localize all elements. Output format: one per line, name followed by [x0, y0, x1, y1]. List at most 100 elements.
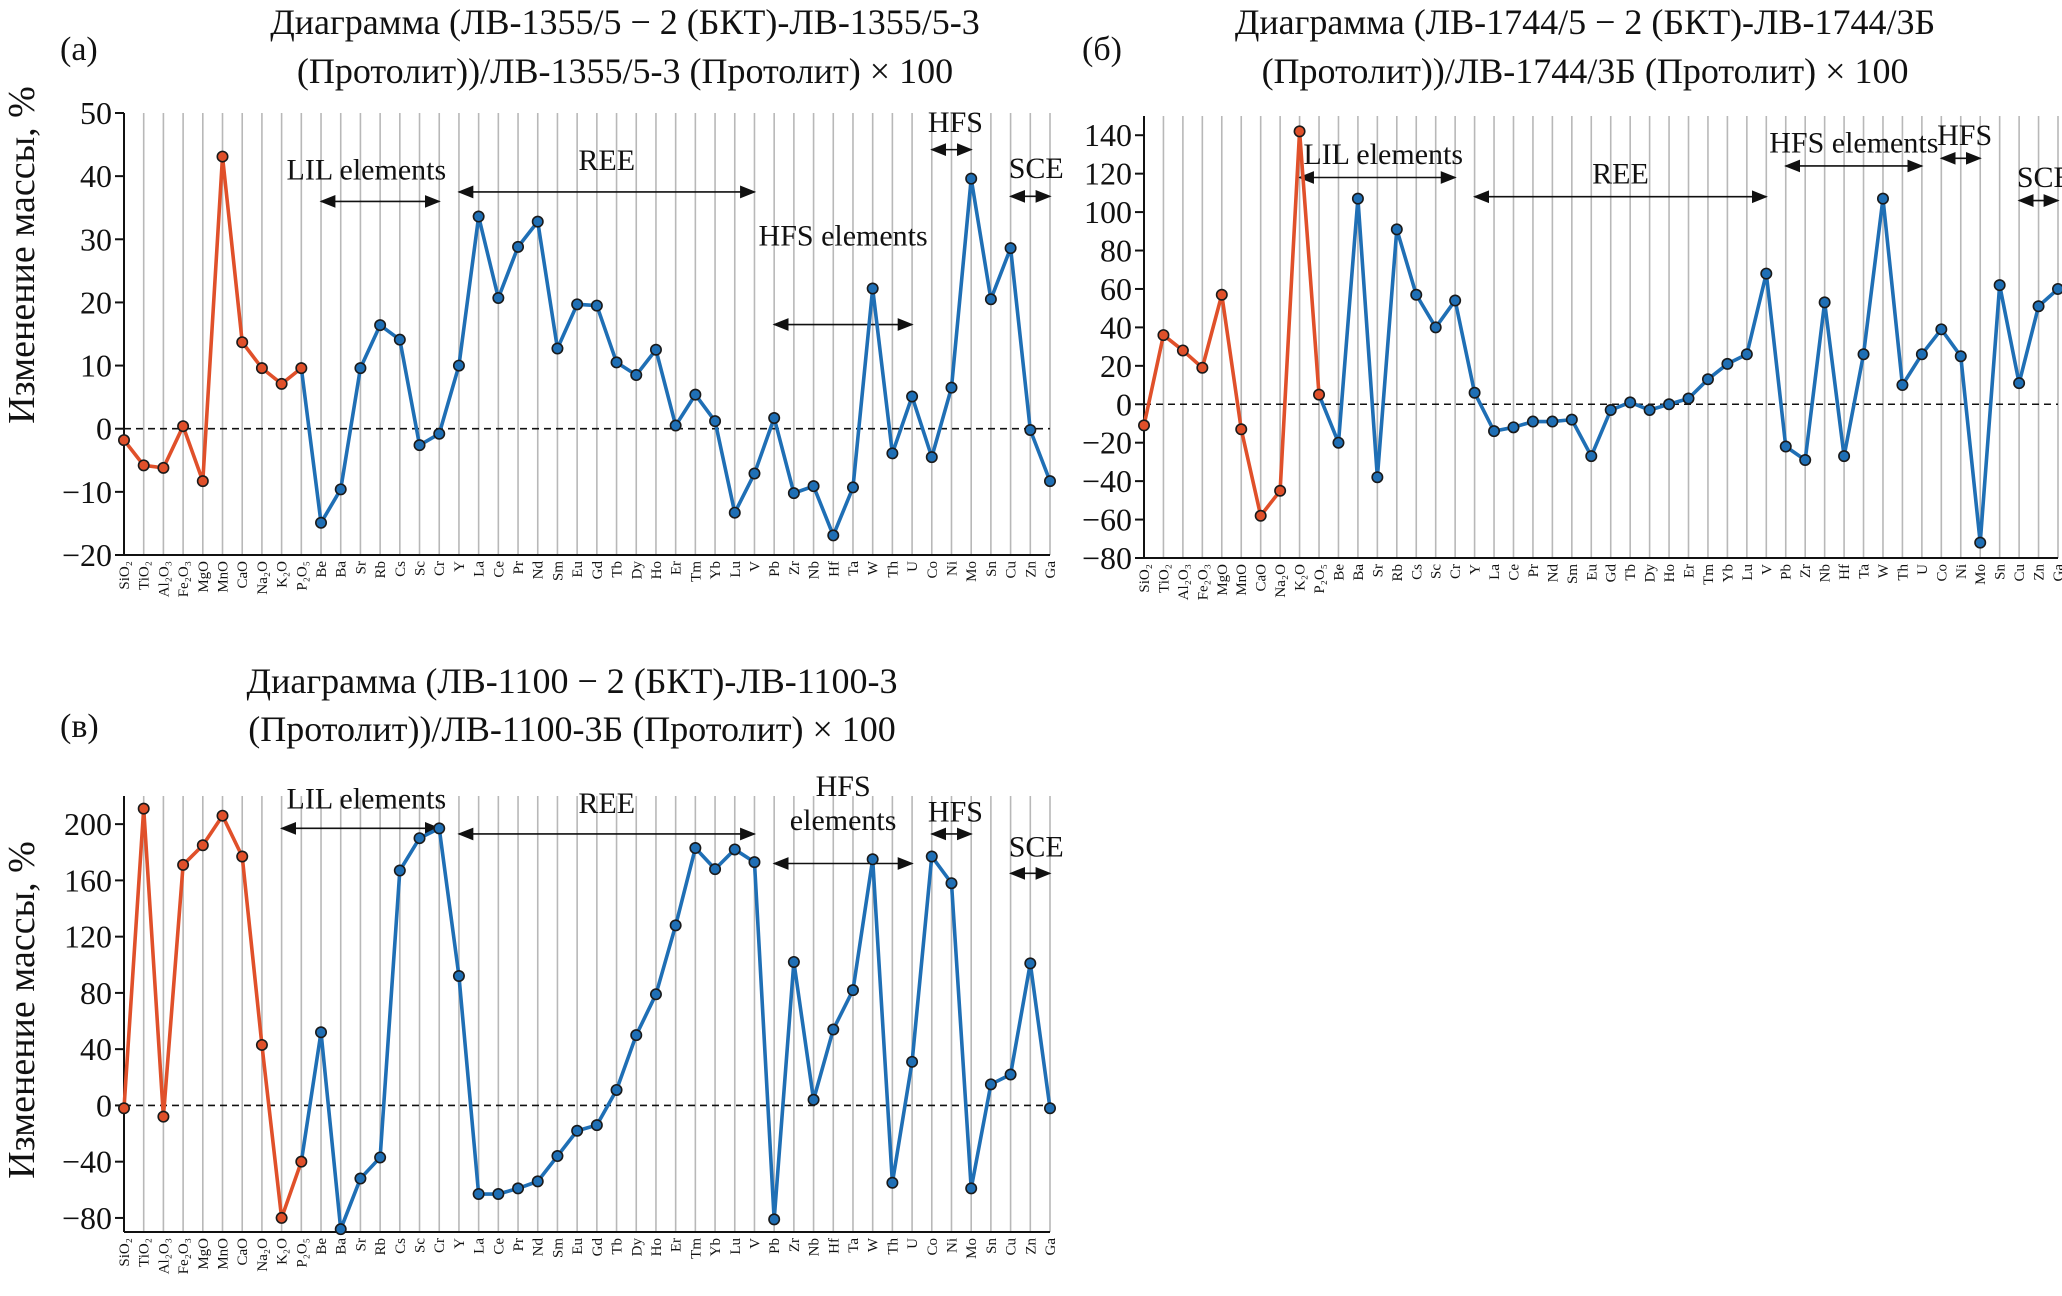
y-tick-label: 10: [80, 348, 112, 384]
element-point: [1876, 192, 1889, 205]
panel-a-label: (а): [60, 31, 98, 68]
x-tick-label: Gd: [590, 561, 606, 580]
x-tick-label: Sc: [413, 1238, 429, 1253]
x-tick-label: Be: [314, 561, 330, 578]
element-point: [748, 467, 761, 480]
x-tick-label: Dy: [1643, 564, 1659, 583]
element-point: [1624, 396, 1637, 409]
group-label: HFS: [928, 795, 983, 828]
element-point: [630, 369, 643, 382]
element-point: [1740, 348, 1753, 361]
y-tick-label: 50: [80, 95, 112, 131]
oxide-point: [295, 362, 308, 375]
element-point: [1390, 223, 1403, 236]
oxide-point: [1235, 423, 1248, 436]
element-point: [315, 516, 328, 529]
x-tick-label: Ce: [491, 1238, 507, 1255]
element-point: [1760, 267, 1773, 280]
element-point: [571, 1124, 584, 1137]
element-point: [393, 333, 406, 346]
oxide-point: [157, 1110, 170, 1123]
group-label: REE: [578, 787, 635, 820]
x-tick-label: Er: [669, 561, 685, 575]
oxide-point: [1196, 361, 1209, 374]
element-point: [492, 1188, 505, 1201]
oxide-point: [216, 809, 229, 822]
y-tick-label: 120: [64, 919, 112, 955]
x-tick-label: MgO: [1215, 564, 1231, 596]
element-point: [1004, 242, 1017, 255]
element-point: [1449, 294, 1462, 307]
x-tick-label: Al₂O₃: [1176, 564, 1192, 600]
element-point: [906, 1055, 919, 1068]
x-tick-label: Yb: [1720, 564, 1736, 582]
element-point: [512, 240, 525, 253]
panel-c-title-line-1: Диаграмма (ЛВ-1100 − 2 (БКТ)-ЛВ-1100-3: [247, 661, 898, 701]
element-point: [1044, 475, 1057, 488]
oxide-point: [196, 839, 209, 852]
element-point: [669, 419, 682, 432]
x-tick-label: MnO: [216, 1238, 232, 1270]
element-point: [787, 955, 800, 968]
element-point: [2013, 377, 2026, 390]
element-point: [1024, 423, 1037, 436]
element-point: [827, 529, 840, 542]
x-tick-label: Lu: [1740, 564, 1756, 581]
panel-c-label: (в): [60, 708, 99, 745]
y-tick-label: 30: [80, 221, 112, 257]
x-tick-label: Tb: [1623, 564, 1639, 581]
element-point: [334, 483, 347, 496]
group-label: HFS elements: [759, 220, 928, 253]
element-point: [728, 506, 741, 519]
oxide-point: [275, 377, 288, 390]
element-point: [669, 919, 682, 932]
x-tick-label: Cr: [432, 1238, 448, 1253]
y-tick-label: 0: [96, 411, 112, 447]
element-point: [1721, 357, 1734, 370]
element-point: [709, 415, 722, 428]
panel-b-title-line-2: (Протолит))/ЛВ-1744/3Б (Протолит) × 100: [1262, 51, 1909, 91]
oxide-point: [118, 1102, 131, 1115]
x-tick-label: Al₂O₃: [156, 561, 172, 597]
x-tick-label: Ba: [334, 561, 350, 578]
group-label: SCE: [1009, 830, 1064, 863]
x-tick-label: Hf: [826, 1238, 842, 1254]
x-tick-label: Yb: [708, 561, 724, 579]
x-tick-label: Eu: [570, 561, 586, 578]
element-point: [1024, 957, 1037, 970]
x-tick-label: Pb: [767, 1238, 783, 1254]
y-tick-label: −10: [62, 474, 112, 510]
oxide-point: [137, 459, 150, 472]
x-tick-label: CaO: [235, 561, 251, 589]
element-point: [728, 843, 741, 856]
x-tick-label: TiO₂: [137, 1238, 153, 1267]
element-point: [1799, 453, 1812, 466]
x-tick-label: Gd: [1604, 564, 1620, 583]
x-tick-label: U: [1915, 564, 1931, 575]
y-tick-label: 140: [1084, 117, 1132, 153]
element-point: [965, 172, 978, 185]
y-tick-label: 20: [80, 284, 112, 320]
y-tick-label: −40: [1082, 463, 1132, 499]
x-tick-label: Sr: [353, 561, 369, 574]
element-point: [1546, 415, 1559, 428]
oxide-point: [1138, 419, 1151, 432]
x-tick-label: Th: [1895, 564, 1911, 581]
x-tick-label: Sc: [1429, 564, 1445, 579]
x-tick-label: Cs: [393, 561, 409, 577]
element-point: [1779, 440, 1792, 453]
y-tick-label: 60: [1100, 271, 1132, 307]
element-point: [610, 1083, 623, 1096]
x-tick-label: K₂O: [275, 561, 291, 588]
x-tick-label: V: [747, 1238, 763, 1249]
element-point: [1896, 379, 1909, 392]
oxide-point: [137, 802, 150, 815]
x-tick-label: Be: [1331, 564, 1347, 581]
element-point: [709, 863, 722, 876]
group-label: REE: [578, 144, 635, 177]
y-tick-label: 20: [1100, 348, 1132, 384]
x-tick-label: Cr: [1448, 564, 1464, 579]
y-tick-label: 0: [96, 1087, 112, 1123]
oxide-point: [1274, 484, 1287, 497]
